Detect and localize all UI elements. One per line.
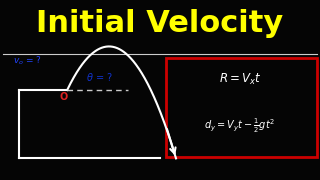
Text: O: O	[60, 92, 68, 102]
Text: $R = V_x t$: $R = V_x t$	[219, 72, 261, 87]
Text: $\theta$ = ?: $\theta$ = ?	[86, 71, 113, 83]
Bar	[166, 58, 317, 157]
Text: $d_y = V_y t - \frac{1}{2}g t^2$: $d_y = V_y t - \frac{1}{2}g t^2$	[204, 117, 276, 135]
Text: Initial Velocity: Initial Velocity	[36, 9, 284, 38]
Text: $v_o$ = ?: $v_o$ = ?	[13, 55, 42, 68]
